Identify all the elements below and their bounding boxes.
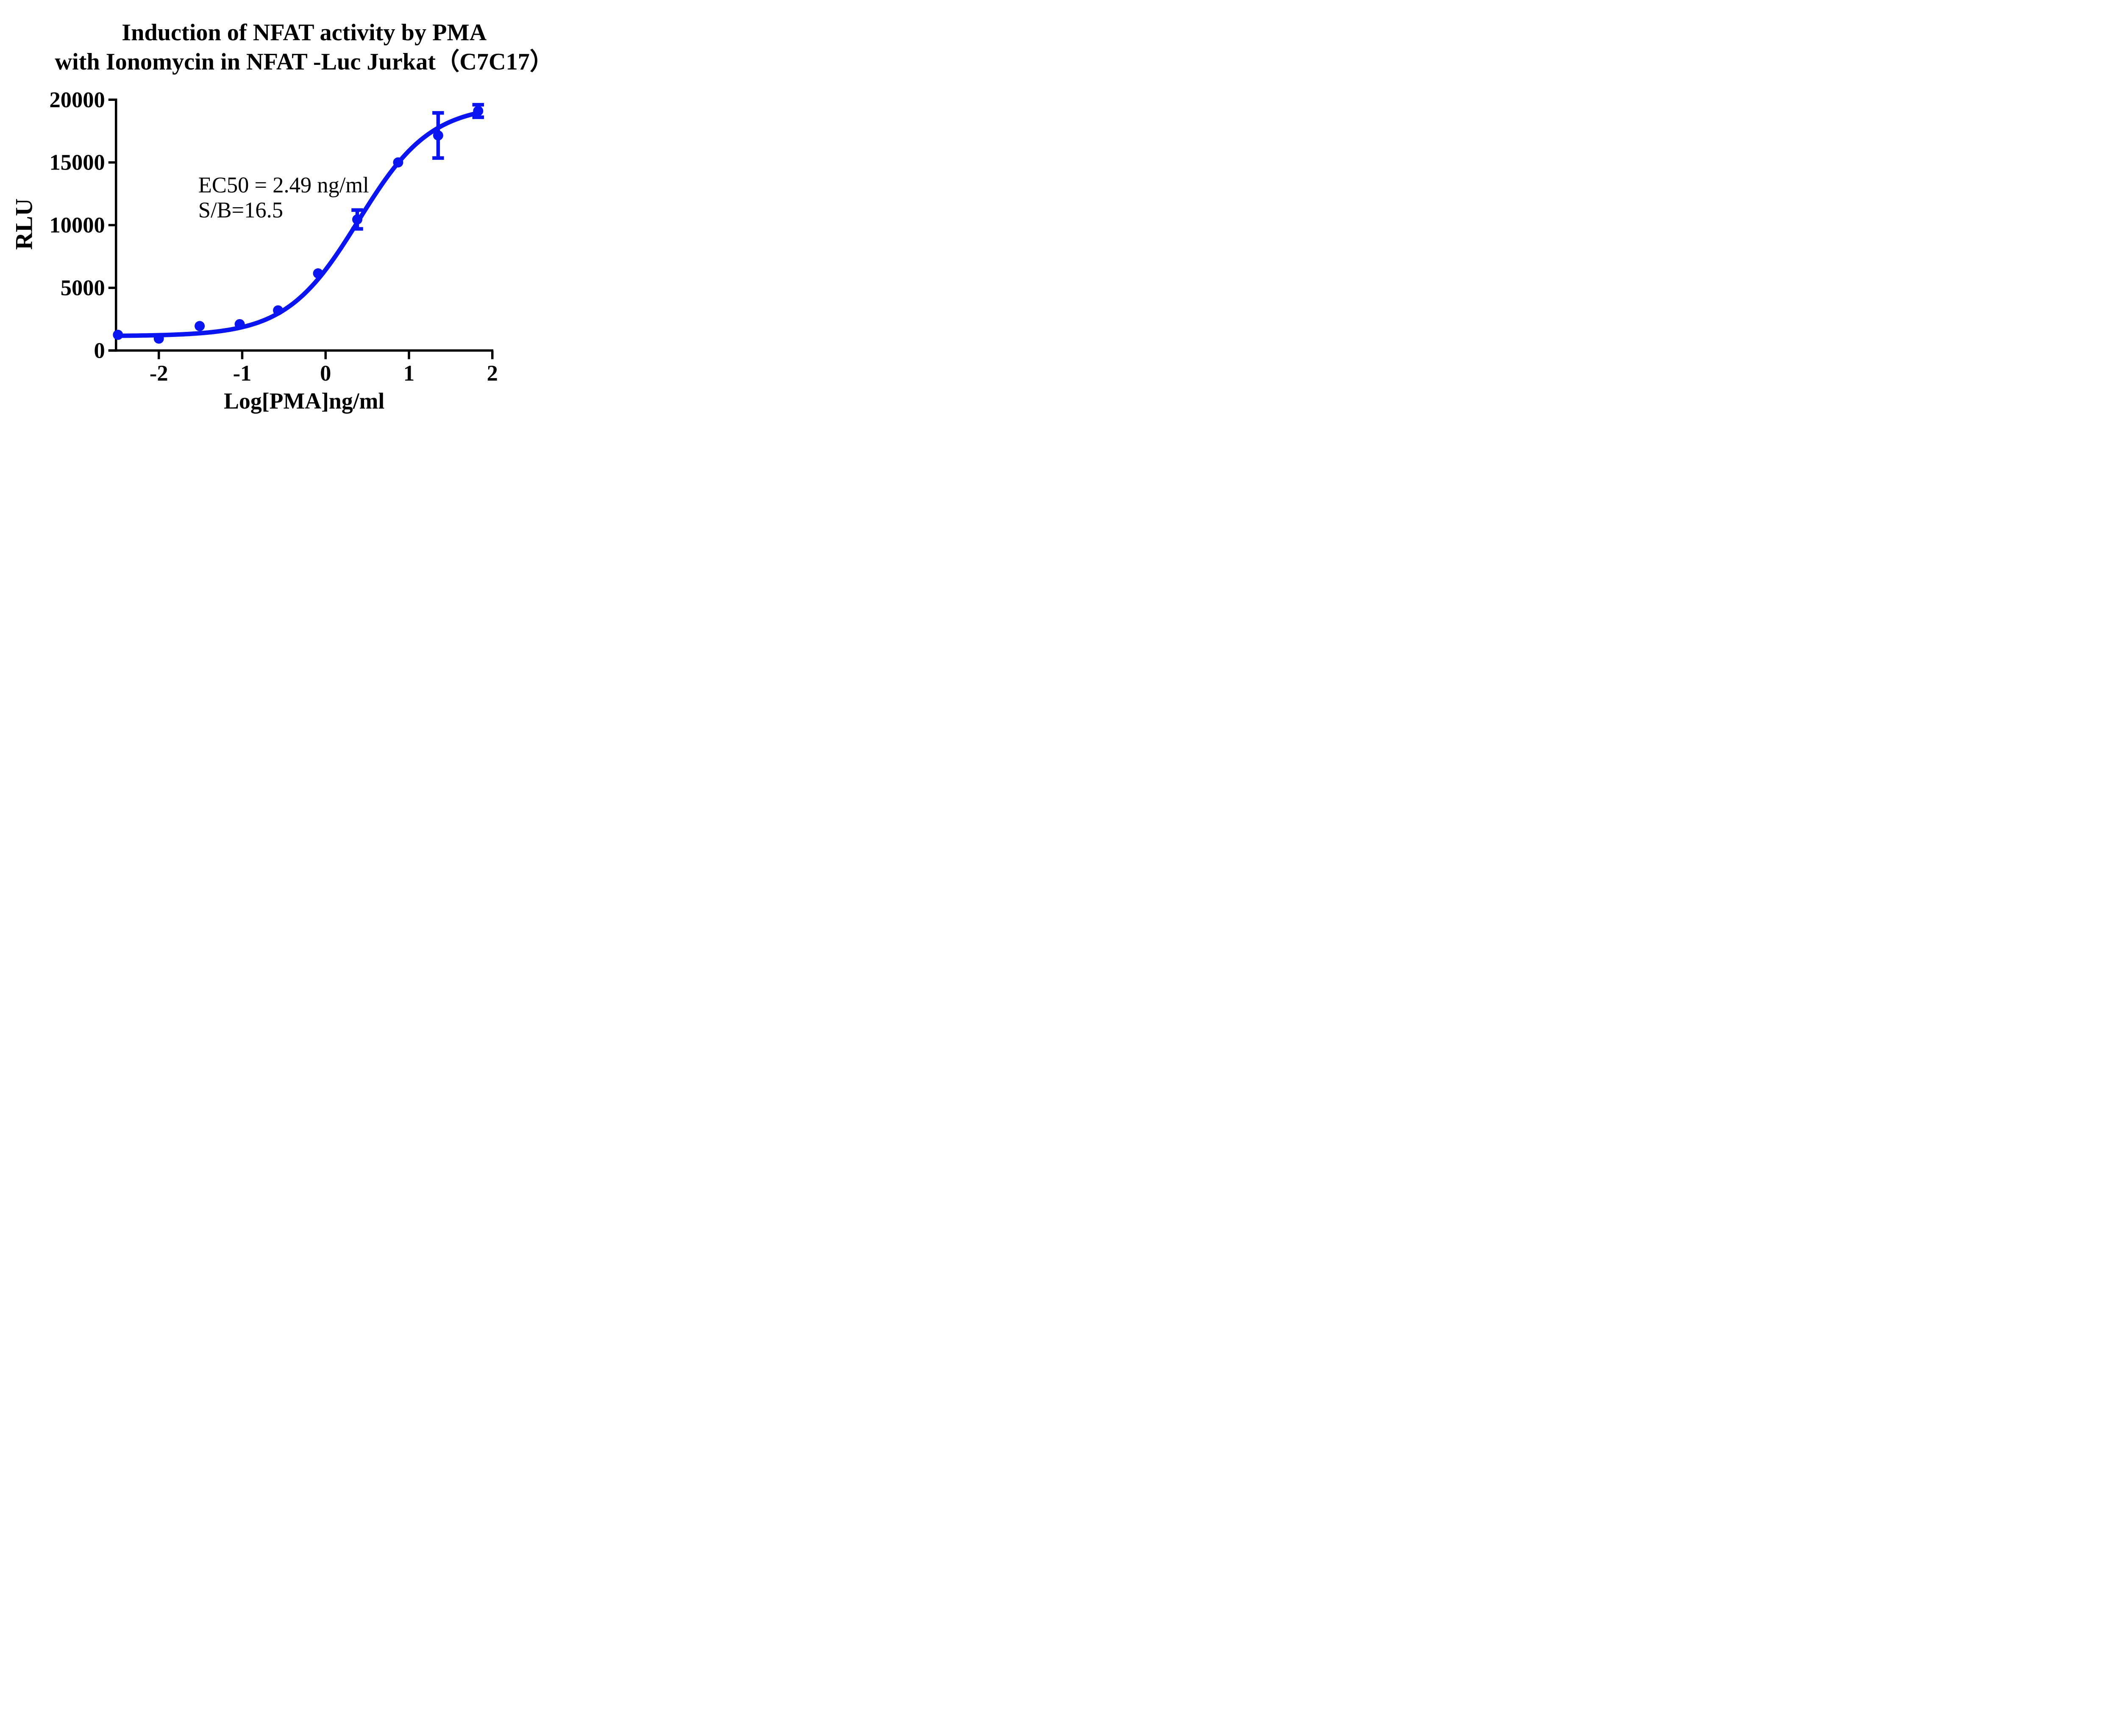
data-point-marker [153,333,164,344]
data-points [113,106,484,344]
sb-annotation: S/B=16.5 [198,198,283,223]
x-axis-title: Log[PMA]ng/ml [224,388,384,414]
data-point-marker [195,321,205,331]
y-tick-label: 20000 [50,88,105,112]
x-tick-label: 2 [487,361,498,386]
data-point-marker [313,268,323,279]
data-point-marker [273,305,284,316]
data-point-marker [393,157,403,168]
data-point-marker [473,106,484,116]
y-ticks: 0 5000 10000 15000 20000 [50,88,116,363]
ec50-annotation: EC50 = 2.49 ng/ml [198,173,369,198]
figure: Induction of NFAT activity by PMA with I… [0,0,567,434]
y-tick-label: 15000 [50,150,105,175]
data-point-marker [234,319,245,329]
y-tick-label: 10000 [50,213,105,238]
chart-title-line2: with Ionomycin in NFAT -Luc Jurkat（C7C17… [55,48,553,75]
dose-response-chart: Induction of NFAT activity by PMA with I… [11,19,553,414]
data-point-marker [433,130,443,141]
fit-curve [116,111,481,338]
x-tick-label: 0 [320,361,331,386]
y-axis-title: RLU [11,198,37,250]
x-tick-label: -1 [233,361,252,386]
data-point-marker [113,330,123,340]
y-tick-label: 0 [94,339,105,363]
x-ticks: -2 -1 0 1 2 [150,351,498,386]
error-bars [351,103,484,231]
x-tick-label: 1 [403,361,414,386]
data-point-marker [352,214,363,225]
x-tick-label: -2 [150,361,168,386]
y-tick-label: 5000 [61,276,105,300]
fit-curve-path [116,111,481,338]
chart-title-line1: Induction of NFAT activity by PMA [122,19,487,46]
